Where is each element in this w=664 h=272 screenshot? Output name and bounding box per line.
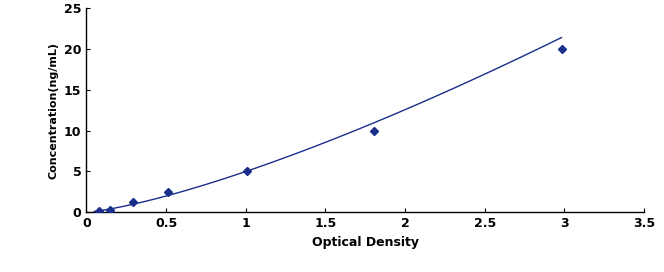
X-axis label: Optical Density: Optical Density	[311, 236, 419, 249]
Y-axis label: Concentration(ng/mL): Concentration(ng/mL)	[48, 42, 58, 179]
